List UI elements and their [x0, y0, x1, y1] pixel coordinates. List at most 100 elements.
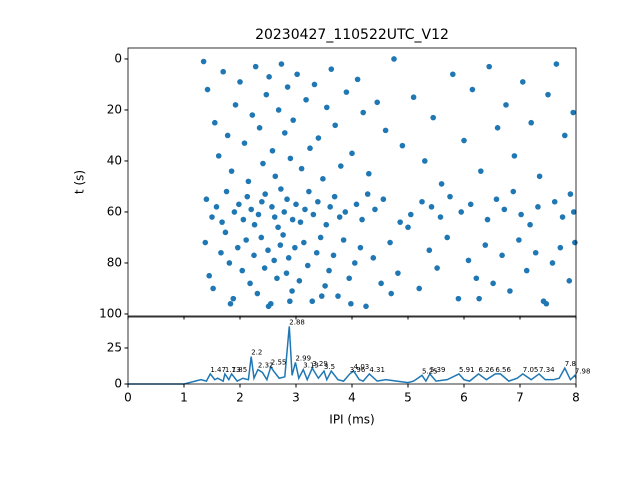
annotation: 7.8 [565, 360, 576, 368]
point [493, 196, 500, 203]
point [241, 140, 248, 146]
point [426, 247, 433, 254]
point [549, 260, 556, 266]
point [269, 204, 275, 210]
x-tick-label: 5 [404, 391, 412, 405]
point [511, 153, 518, 159]
point [410, 94, 417, 101]
y-tick-label: 20 [107, 102, 122, 116]
point [280, 232, 286, 238]
point [245, 178, 252, 185]
point [382, 127, 389, 134]
point [518, 211, 524, 218]
point [269, 147, 276, 154]
point [248, 206, 254, 213]
point [553, 61, 560, 67]
point [543, 300, 550, 307]
point [297, 219, 304, 225]
annotation: 7.98 [575, 367, 591, 375]
point [287, 298, 293, 305]
point [523, 267, 530, 274]
annotation: 5.25 [422, 367, 438, 375]
point [469, 86, 476, 93]
annotation: 4.31 [369, 366, 385, 374]
x-axis-label: IPI (ms) [329, 413, 374, 427]
point [259, 198, 265, 205]
point [516, 237, 522, 243]
x-tick-label: 3 [292, 391, 300, 405]
annotation: 5.39 [430, 366, 446, 374]
line [128, 326, 577, 385]
point [304, 262, 311, 269]
point [236, 201, 242, 208]
point [476, 295, 482, 302]
point [274, 275, 280, 282]
point [387, 239, 393, 246]
point [244, 193, 251, 200]
y-tick-label: 25 [107, 340, 122, 354]
point [285, 255, 292, 261]
point [219, 219, 225, 225]
point [397, 219, 403, 225]
point [388, 290, 395, 297]
point [258, 234, 265, 241]
point [215, 153, 222, 159]
annotation: 7.34 [539, 366, 555, 374]
annotation: 3.13 [303, 362, 319, 370]
point [227, 300, 234, 307]
point [320, 176, 326, 182]
point [566, 278, 573, 284]
point [261, 265, 268, 271]
point [330, 252, 337, 259]
point [284, 84, 291, 90]
point [437, 214, 444, 220]
point [283, 270, 290, 276]
point [310, 211, 317, 218]
point [395, 270, 401, 276]
point [278, 186, 284, 192]
x-tick-label: 6 [460, 391, 468, 405]
point [458, 209, 465, 215]
point [391, 56, 397, 62]
x-tick-label: 1 [180, 391, 188, 405]
point [473, 275, 480, 282]
annotation: 7.05 [523, 366, 539, 374]
point [277, 242, 284, 248]
point [572, 239, 578, 246]
point [255, 211, 262, 218]
point [360, 109, 367, 116]
point [342, 209, 349, 215]
point [247, 280, 253, 287]
y-tick-label: 0 [114, 51, 122, 65]
point [465, 257, 472, 264]
point [343, 89, 350, 95]
point [240, 216, 247, 223]
point [249, 112, 256, 118]
point [266, 74, 272, 80]
point [311, 81, 318, 88]
point [204, 86, 211, 93]
point [503, 102, 509, 108]
point [213, 204, 220, 210]
point [455, 295, 462, 302]
point [372, 206, 378, 213]
point [570, 109, 576, 116]
annotation: 2.32 [258, 362, 274, 370]
point [434, 265, 440, 271]
point [422, 158, 428, 164]
chart-title: 20230427_110522UTC_V12 [255, 27, 449, 43]
annotation: 3.96 [350, 366, 366, 374]
point [374, 99, 381, 106]
point [559, 214, 566, 220]
point [231, 209, 238, 215]
point [567, 191, 574, 197]
point [444, 234, 451, 241]
point [484, 216, 491, 223]
point [282, 130, 288, 136]
point [532, 249, 539, 256]
point [275, 224, 281, 231]
point [461, 137, 467, 144]
annotation: 1.73 [225, 366, 241, 374]
point [507, 288, 513, 294]
point [262, 191, 269, 197]
